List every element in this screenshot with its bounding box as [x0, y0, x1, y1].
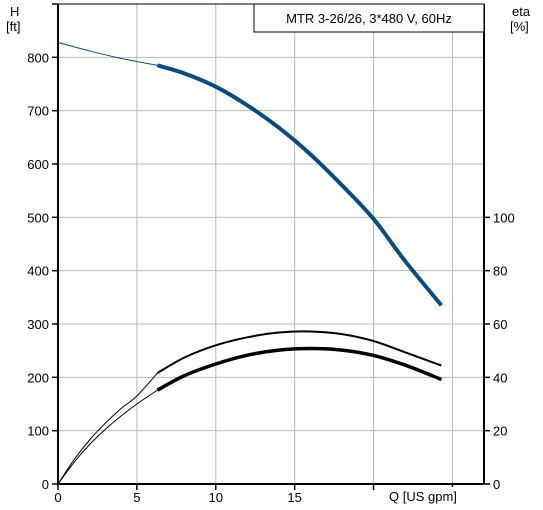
left-axis-label-line2: [ft] [6, 19, 20, 34]
right-tick-label: 0 [493, 477, 500, 492]
left-axis-label-line1: H [10, 4, 19, 19]
series-eta_lower-line [156, 346, 443, 392]
x-axis-label: Q [US gpm] [389, 489, 457, 504]
series-head-thin [57, 41, 158, 66]
right-tick-label: 80 [493, 264, 507, 279]
x-tick-label: 0 [54, 490, 61, 505]
left-tick-label: 300 [27, 317, 49, 332]
left-tick-label: 400 [27, 264, 49, 279]
left-tick-label: 500 [27, 210, 49, 225]
right-axis-ticks: 0 20 40 60 80 100 [484, 210, 515, 492]
left-tick-label: 700 [27, 104, 49, 119]
right-axis-label-line2: [%] [510, 19, 529, 34]
series-eta_upper-thin [57, 372, 158, 485]
left-tick-label: 100 [27, 424, 49, 439]
series-eta_upper-line [156, 330, 442, 374]
right-tick-label: 100 [493, 210, 515, 225]
x-axis-ticks: 0 5 10 15 [54, 484, 454, 505]
chart-title: MTR 3-26/26, 3*480 V, 60Hz [286, 11, 452, 26]
series-group [57, 41, 443, 485]
series-head-line [156, 63, 443, 307]
left-tick-label: 600 [27, 157, 49, 172]
left-axis-ticks: 0 100 200 300 400 500 600 700 800 [27, 3, 58, 492]
left-tick-label: 0 [42, 477, 49, 492]
right-tick-label: 60 [493, 317, 507, 332]
x-tick-label: 15 [287, 490, 301, 505]
x-tick-label: 10 [209, 490, 223, 505]
left-tick-label: 200 [27, 370, 49, 385]
x-tick-label: 5 [133, 490, 140, 505]
chart-title-box: MTR 3-26/26, 3*480 V, 60Hz [253, 3, 485, 33]
series-eta_lower-thin [57, 389, 158, 485]
right-axis-label-line1: eta [512, 4, 531, 19]
right-tick-label: 20 [493, 424, 507, 439]
right-tick-label: 40 [493, 370, 507, 385]
grid [58, 3, 484, 484]
left-tick-label: 800 [27, 50, 49, 65]
